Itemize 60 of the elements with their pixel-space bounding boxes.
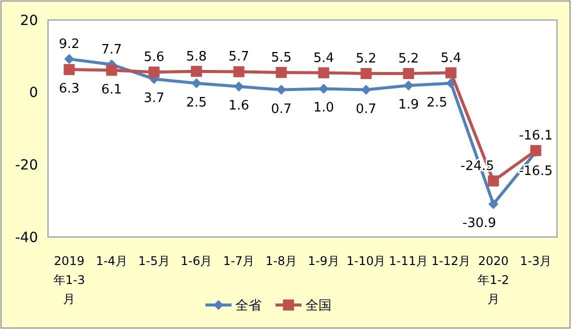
x-tick-label: 1-3月 — [520, 254, 552, 268]
data-label: 7.7 — [101, 42, 122, 58]
data-label: 6.3 — [58, 82, 80, 97]
point — [403, 68, 414, 80]
y-tick-label: 0 — [29, 85, 38, 102]
data-label: -16.1 — [518, 128, 553, 144]
data-label: 9.2 — [58, 37, 80, 52]
data-label: 0.7 — [356, 102, 376, 117]
point — [64, 64, 75, 76]
x-tick-label: 1-11月 — [388, 254, 428, 268]
point — [276, 84, 286, 95]
x-tick-label: 2020年1-2月 — [478, 254, 510, 306]
data-label: 1.9 — [398, 97, 419, 112]
point — [488, 175, 499, 186]
point — [190, 66, 202, 77]
data-label: -30.9 — [462, 216, 496, 232]
point — [191, 78, 202, 88]
x-tick-label: 1-10月 — [346, 254, 386, 268]
point — [404, 80, 414, 90]
x-tick-label: 1-4月 — [96, 254, 128, 268]
point — [234, 82, 244, 92]
data-label: 1.6 — [228, 98, 250, 114]
data-label: 5.2 — [398, 52, 419, 67]
data-label: 1.0 — [313, 100, 334, 116]
x-tick-label: 1-6月 — [180, 254, 212, 268]
point — [318, 67, 330, 78]
data-label: -16.5 — [518, 164, 553, 180]
x-tick-label: 1-7月 — [223, 254, 255, 268]
x-tick-label: 2019年1-3月 — [53, 254, 86, 306]
point — [276, 66, 287, 78]
legend-label: 全省 — [236, 298, 262, 314]
point — [361, 84, 372, 95]
x-tick-label: 1-9月 — [308, 254, 340, 268]
data-label: 2.5 — [186, 95, 207, 110]
point — [318, 84, 329, 94]
y-tick-label: -40 — [15, 230, 38, 246]
data-label: 5.8 — [186, 49, 207, 64]
data-label: 5.4 — [313, 50, 334, 66]
data-label: 5.7 — [228, 50, 250, 65]
x-tick-label: 1-5月 — [138, 254, 170, 268]
data-label: 0.7 — [270, 102, 292, 117]
point — [488, 199, 498, 210]
x-tick-label: 1-8月 — [265, 254, 298, 268]
point — [233, 66, 244, 78]
data-label: 5.2 — [356, 52, 376, 67]
point — [360, 68, 372, 80]
x-tick-label: 1-12月 — [431, 254, 471, 268]
point — [64, 54, 74, 64]
point — [148, 66, 160, 78]
data-label: 5.6 — [144, 50, 164, 66]
data-label: 6.1 — [101, 82, 122, 98]
point — [445, 67, 456, 78]
y-tick-label: -20 — [15, 158, 38, 174]
legend-label: 全国 — [306, 298, 332, 314]
data-label: 3.7 — [144, 90, 164, 106]
data-label: 5.4 — [440, 50, 462, 66]
data-label: 2.5 — [426, 95, 448, 110]
data-label: 5.5 — [270, 50, 292, 66]
y-tick-label: 20 — [20, 12, 38, 29]
point — [106, 64, 118, 76]
